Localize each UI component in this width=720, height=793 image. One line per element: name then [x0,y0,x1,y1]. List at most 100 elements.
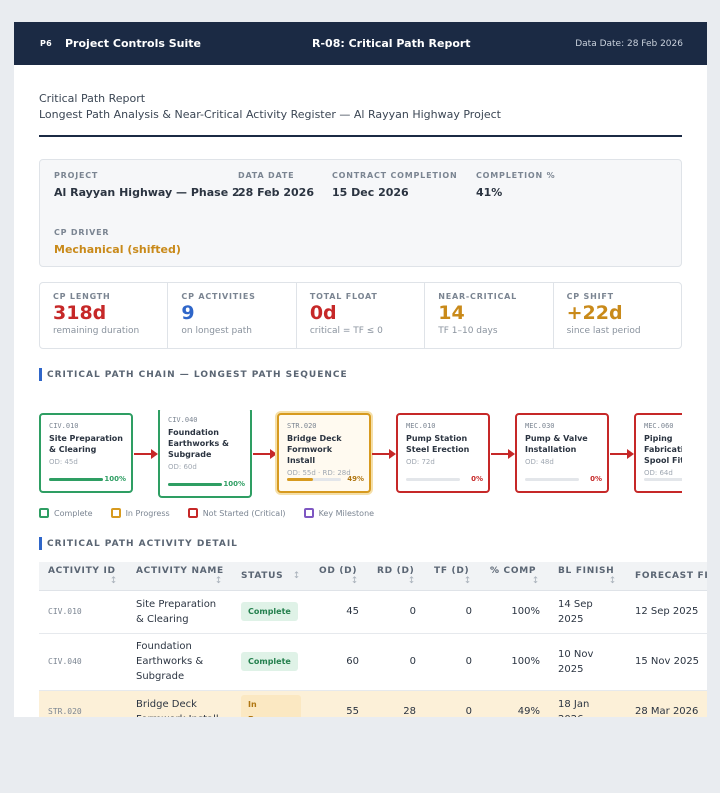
col-header-activity-name[interactable]: ACTIVITY NAME ↕ [127,562,232,591]
cell-activity-id: CIV.010 [39,590,127,634]
node-progress: 49% [287,475,364,483]
kpi-sub: remaining duration [53,326,140,336]
kpi-value: +22d [566,302,623,324]
cell-od: 45 [310,590,368,634]
node-progress: 100% [49,475,126,483]
node-name: Piping Fabrication & Spool Fit-up [644,434,682,465]
kpi-sub: on longest path [181,326,252,336]
header-data-date: Data Date: 28 Feb 2026 [575,38,683,49]
cell-comp: 100% [481,590,549,634]
cell-activity-id: STR.020 [39,690,127,717]
legend-not-started: Not Started (Critical) [187,508,286,518]
cell-bl-finish: 10 Nov 2025 [549,633,626,691]
section-accent-bar [39,368,42,381]
col-header-bl-finish[interactable]: BL FINISH ↕ [549,562,626,591]
kpi-value: 0d [309,302,337,324]
chain-arrow [253,449,277,459]
table-row[interactable]: STR.020 Bridge Deck Formwork Install In … [39,690,707,717]
data-date-value: 28 Feb 2026 [238,186,314,199]
node-meta: OD: 55d · RD: 28d [287,469,351,477]
node-percent: 100% [104,475,126,483]
project-label: PROJECT [54,171,99,180]
node-progress: 100% [168,480,245,488]
node-percent: 0% [471,475,483,483]
chain-node[interactable]: MEC.010 Pump Station Steel Erection OD: … [396,413,490,493]
legend-label: Not Started (Critical) [202,508,286,518]
chain-section-header: CRITICAL PATH CHAIN — LONGEST PATH SEQUE… [39,368,682,381]
cell-od: 60 [310,633,368,691]
node-meta: OD: 45d [49,458,78,466]
status-badge: In Progress [241,694,301,717]
col-header-forecast-finish[interactable]: FORECAST FINISH [626,562,707,591]
legend-swatch [39,508,49,518]
legend-in-progress: In Progress [110,508,170,518]
cell-forecast-finish: 15 Nov 2025 [626,633,707,691]
col-header-status[interactable]: STATUS ↕ [232,562,310,591]
table-row[interactable]: CIV.010 Site Preparation & Clearing Comp… [39,590,707,634]
cell-status: Complete [232,590,310,634]
node-id: CIV.040 [168,416,198,424]
data-date-info: DATA DATE 28 Feb 2026 [238,171,314,199]
chain-arrow [134,449,158,459]
cp-driver-value: Mechanical (shifted) [54,243,181,256]
col-header-od[interactable]: OD (D) ↕ [310,562,368,591]
detail-section-header: CRITICAL PATH ACTIVITY DETAIL [39,537,682,550]
node-name: Site Preparation & Clearing [49,434,123,454]
cell-od: 55 [310,690,368,717]
cell-tf: 0 [425,590,481,634]
chain-node[interactable]: MEC.030 Pump & Valve Installation OD: 48… [515,413,609,493]
chain-arrow [610,449,634,459]
chain-section-title: CRITICAL PATH CHAIN — LONGEST PATH SEQUE… [47,369,348,380]
project-info-panel: PROJECT Al Rayyan Highway — Phase 2 DATA… [39,159,682,267]
kpi-cp-activities: CP ACTIVITIES 9 on longest path [168,283,297,348]
kpi-cp-length: CP LENGTH 318d remaining duration [40,283,169,348]
kpi-label: NEAR-CRITICAL [438,292,518,301]
kpi-value: 14 [438,302,465,324]
node-progress: 0% [644,476,682,483]
sort-icon: ↕ [214,575,223,586]
node-id: MEC.030 [525,422,555,430]
cell-forecast-finish: 28 Mar 2026 [626,690,707,717]
activity-detail-table: ACTIVITY ID ↕ ACTIVITY NAME ↕ STATUS ↕ OD (… [39,562,707,717]
chain-node[interactable]: STR.020 Bridge Deck Formwork Install OD:… [277,413,371,493]
chain-node[interactable]: MEC.060 Piping Fabrication & Spool Fit-u… [634,413,682,493]
table-row[interactable]: CIV.040 Foundation Earthworks & Subgrade… [39,633,707,691]
node-id: MEC.060 [644,422,674,430]
col-header-activity-id[interactable]: ACTIVITY ID ↕ [39,562,127,591]
node-meta: OD: 48d [525,458,554,466]
node-percent: 49% [347,475,364,483]
contract-completion-value: 15 Dec 2026 [332,186,409,199]
sort-icon: ↕ [463,575,472,586]
progress-track [525,478,579,481]
critical-path-chain[interactable]: CIV.010 Site Preparation & Clearing OD: … [39,410,682,506]
node-progress: 0% [406,475,483,483]
header-label: ACTIVITY NAME [136,565,224,576]
cell-rd: 28 [368,690,425,717]
chain-arrow [372,449,396,459]
cell-comp: 49% [481,690,549,717]
chain-node[interactable]: CIV.010 Site Preparation & Clearing OD: … [39,413,133,493]
contract-completion-info: CONTRACT COMPLETION 15 Dec 2026 [332,171,457,199]
header-label: ACTIVITY ID [48,565,116,576]
progress-track [287,478,341,481]
detail-section-title: CRITICAL PATH ACTIVITY DETAIL [47,538,238,549]
kpi-cp-shift: CP SHIFT +22d since last period [554,283,681,348]
chain-node[interactable]: CIV.040 Foundation Earthworks & Subgrade… [158,410,252,498]
header-label: % COMP [490,565,537,576]
col-header-rd[interactable]: RD (D) ↕ [368,562,425,591]
kpi-label: TOTAL FLOAT [309,292,378,301]
node-percent: 0% [590,475,602,483]
legend-swatch [110,508,121,518]
col-header-tf[interactable]: TF (D) ↕ [425,562,481,591]
node-meta: OD: 72d [406,458,435,466]
legend-label: Complete [54,508,93,518]
project-value: Al Rayyan Highway — Phase 2 [54,186,240,199]
legend-swatch [303,508,314,518]
col-header-comp[interactable]: % COMP ↕ [481,562,549,591]
top-bar: P6 Project Controls Suite R-08: Critical… [14,22,707,65]
cell-status: Complete [232,633,310,691]
node-name: Pump & Valve Installation [525,434,588,454]
progress-track [168,483,222,486]
data-date-label: DATA DATE [238,171,295,180]
kpi-strip: CP LENGTH 318d remaining duration CP ACT… [39,282,682,349]
